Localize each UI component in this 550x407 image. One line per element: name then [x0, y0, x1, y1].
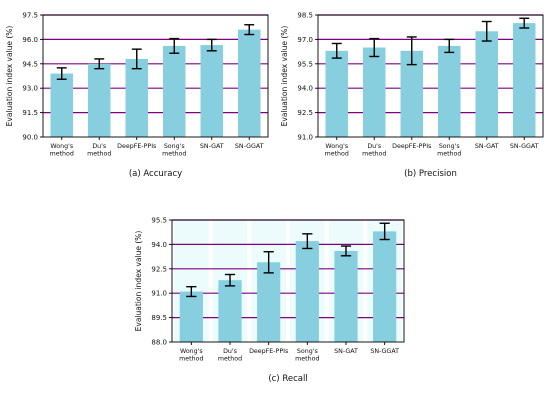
y-tick-label: 91.5: [22, 109, 38, 117]
y-tick-label: 91.0: [151, 290, 167, 298]
bar: [295, 241, 319, 342]
bar: [125, 58, 148, 137]
x-tick-label: SN-GGAT: [235, 143, 264, 150]
bar: [50, 73, 73, 137]
bar: [325, 50, 348, 137]
x-tick-label: Du's method: [87, 143, 111, 158]
x-tick-label: DeepFE-PPIs: [249, 348, 288, 355]
x-tick-label: Song's method: [162, 143, 186, 158]
bar: [88, 63, 111, 137]
y-tick-label: 97.0: [297, 36, 313, 44]
chart-panel-2: 91.0 92.5 94.0 95.5 97.0 98.5 Wong's method Du's…: [280, 12, 544, 179]
bar: [373, 231, 397, 342]
y-tick-label: 95.5: [151, 217, 167, 225]
x-tick-label: Wong's method: [325, 143, 349, 158]
y-axis-label: Evaluation index value (%): [5, 26, 14, 127]
x-tick-label: Du's method: [218, 348, 242, 363]
x-tick-label: SN-GAT: [334, 348, 358, 355]
bar: [334, 250, 358, 342]
x-tick-label: DeepFE-PPIs: [392, 143, 431, 150]
y-axis-label: Evaluation index value (%): [134, 231, 143, 332]
y-tick-label: 92.5: [297, 109, 313, 117]
bar: [363, 47, 386, 137]
y-tick-label: 94.0: [297, 85, 313, 93]
bar: [179, 291, 203, 342]
y-tick-label: 89.5: [151, 314, 167, 322]
y-tick-label: 93.0: [22, 85, 38, 93]
bar: [200, 45, 223, 137]
y-tick-label: 98.5: [297, 12, 313, 20]
bar: [438, 45, 461, 138]
y-tick-label: 88.0: [151, 339, 167, 347]
panel-caption: (c) Recall: [268, 374, 307, 384]
x-tick-label: SN-GAT: [475, 143, 499, 150]
bar: [257, 262, 281, 342]
y-tick-label: 90.0: [22, 134, 38, 142]
bar: [238, 29, 261, 137]
y-tick-label: 92.5: [151, 265, 167, 273]
y-tick-label: 95.5: [297, 60, 313, 68]
x-tick-label: Song's method: [295, 348, 319, 363]
bar: [513, 23, 536, 138]
panel-caption: (a) Accuracy: [129, 169, 182, 179]
x-tick-label: DeepFE-PPIs: [117, 143, 156, 150]
plot-frame: [317, 14, 544, 138]
x-tick-label: Wong's method: [50, 143, 74, 158]
x-tick-label: Du's method: [362, 143, 386, 158]
y-tick-label: 96.0: [22, 36, 38, 44]
bar: [400, 50, 423, 137]
y-tick-label: 94.5: [22, 60, 38, 68]
y-axis-label: Evaluation index value (%): [280, 26, 289, 127]
x-tick-label: Wong's method: [179, 348, 203, 363]
y-tick-label: 91.0: [297, 134, 313, 142]
panel-caption: (b) Precision: [404, 169, 457, 179]
x-tick-label: SN-GAT: [200, 143, 224, 150]
y-tick-label: 94.0: [151, 241, 167, 249]
bar: [218, 280, 242, 342]
bar: [163, 45, 186, 138]
plot-frame: [42, 14, 269, 138]
bar: [475, 31, 498, 138]
x-tick-label: Song's method: [437, 143, 461, 158]
chart-panel-1: 90.0 91.5 93.0 94.5 96.0 97.5 Wong's method Du's…: [5, 12, 269, 179]
y-tick-label: 97.5: [22, 12, 38, 20]
chart-panel-3: 88.0 89.5 91.0 92.5 94.0 95.5 Wong's method Du's…: [134, 217, 405, 384]
x-tick-label: SN-GGAT: [510, 143, 539, 150]
x-tick-label: SN-GGAT: [370, 348, 399, 355]
plot-frame: [171, 219, 405, 343]
